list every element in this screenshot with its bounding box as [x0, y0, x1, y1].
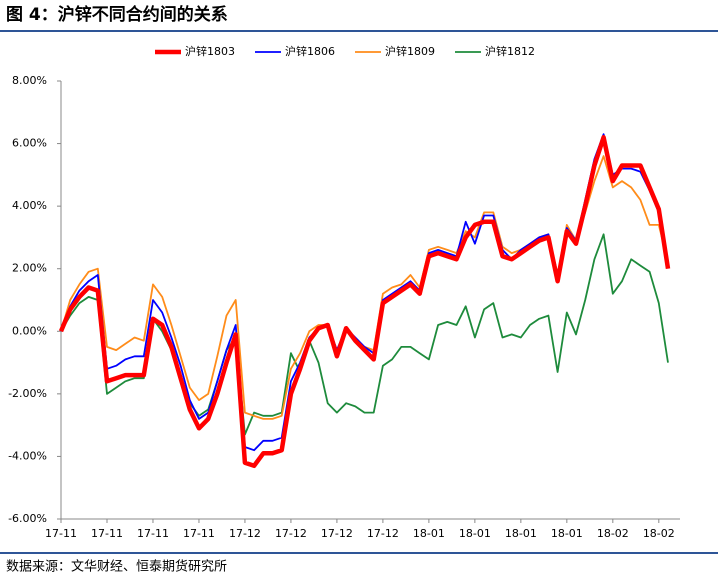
x-tick-label: 17-11	[45, 527, 77, 540]
x-tick-label: 17-12	[229, 527, 261, 540]
x-tick-label: 18-01	[551, 527, 583, 540]
y-tick-label: -6.00%	[8, 512, 47, 525]
x-tick-label: 17-12	[321, 527, 353, 540]
series-line	[58, 135, 671, 469]
legend-label: 沪锌1806	[285, 44, 335, 58]
series-line	[60, 233, 669, 436]
y-tick-label: -2.00%	[8, 387, 47, 400]
x-tick-label: 18-01	[459, 527, 491, 540]
chart-title: 图 4：沪锌不同合约间的关系	[6, 4, 228, 25]
legend-label: 沪锌1812	[485, 44, 535, 58]
x-tick-label: 18-01	[413, 527, 445, 540]
x-tick-label: 17-11	[91, 527, 123, 540]
legend-label: 沪锌1809	[385, 44, 435, 58]
x-tick-label: 17-12	[275, 527, 307, 540]
series-line	[60, 155, 669, 420]
y-tick-label: 6.00%	[12, 137, 47, 150]
x-tick-label: 18-02	[643, 527, 675, 540]
x-tick-label: 17-11	[183, 527, 215, 540]
y-tick-label: 0.00%	[12, 324, 47, 337]
x-tick-label: 18-01	[505, 527, 537, 540]
y-tick-label: 8.00%	[12, 74, 47, 87]
x-tick-label: 17-12	[367, 527, 399, 540]
x-tick-label: 17-11	[137, 527, 169, 540]
y-tick-label: 2.00%	[12, 262, 47, 275]
x-tick-label: 18-02	[597, 527, 629, 540]
y-tick-label: 4.00%	[12, 199, 47, 212]
source: 数据来源：文华财经、恒泰期货研究所	[6, 559, 227, 575]
y-tick-label: -4.00%	[8, 449, 47, 462]
legend-label: 沪锌1803	[185, 44, 235, 58]
